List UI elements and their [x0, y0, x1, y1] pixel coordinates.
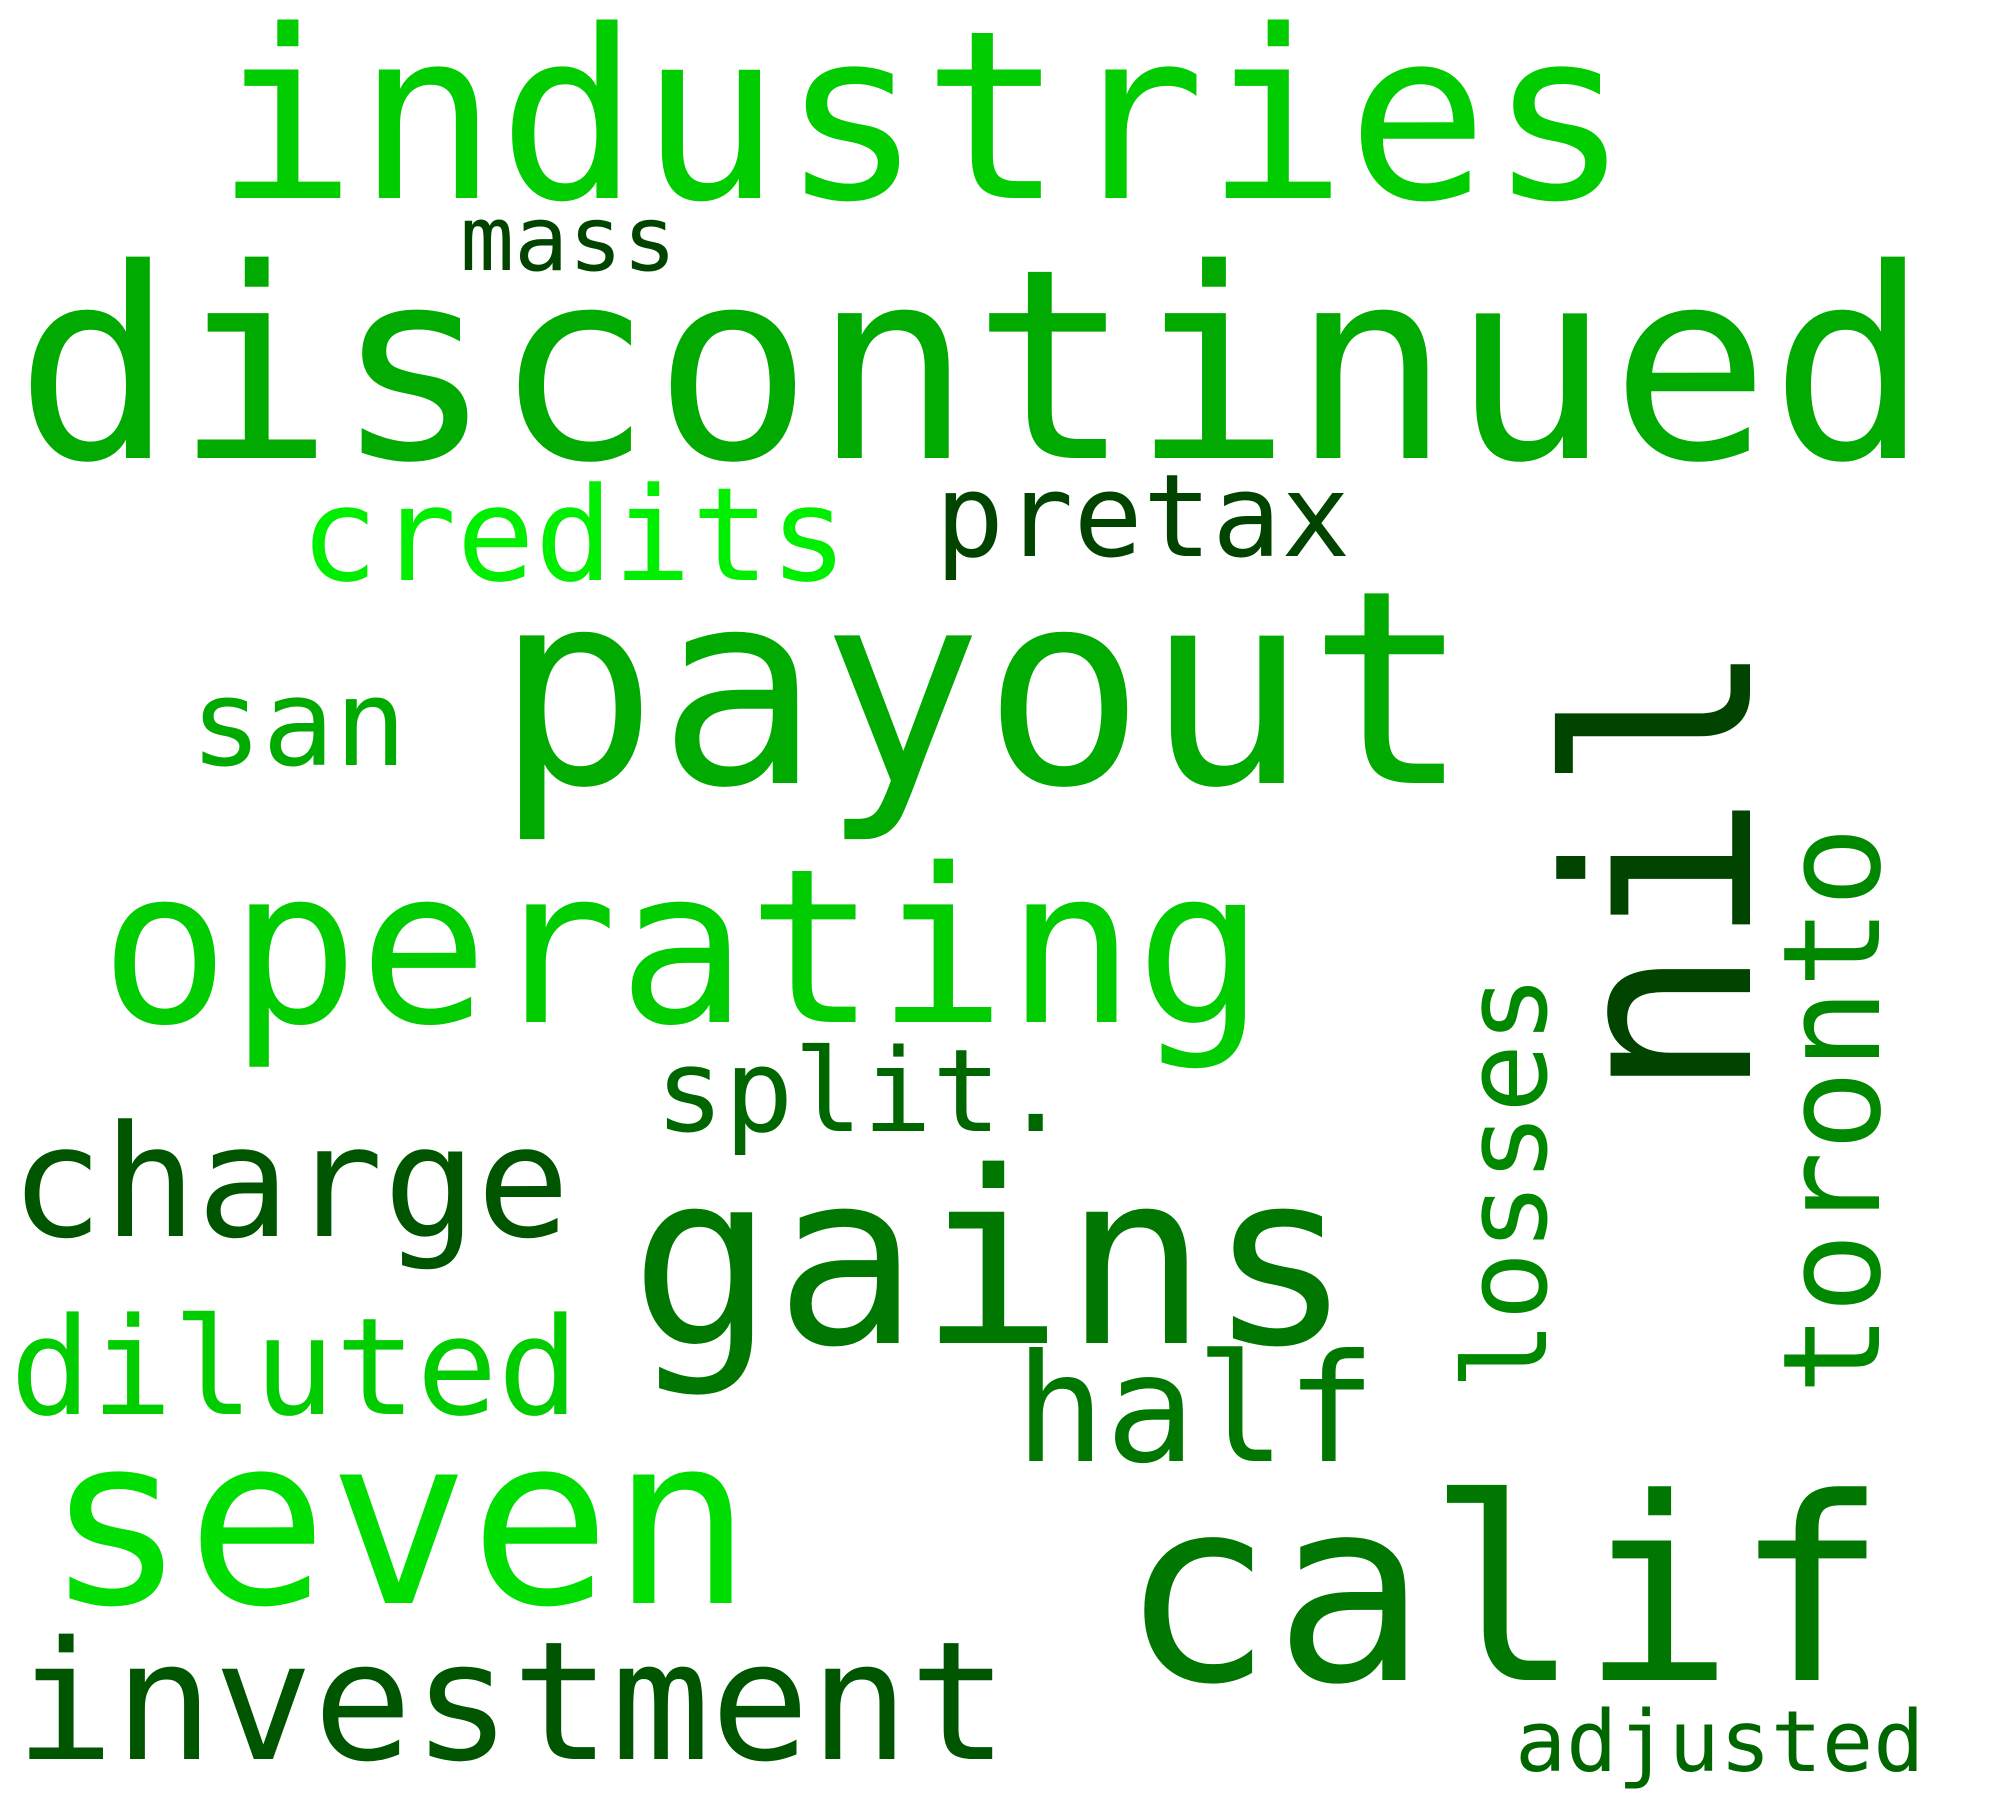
word-san: san — [190, 655, 407, 794]
word-adjusted: adjusted — [1515, 1693, 1925, 1792]
word-mass: mass — [460, 187, 677, 292]
word-diluted: diluted — [10, 1289, 579, 1446]
word-industries: industries — [215, 0, 1630, 254]
word-credits: credits — [300, 459, 848, 611]
word-payout: payout — [495, 532, 1471, 847]
word-operating: operating — [100, 822, 1265, 1073]
word-calif: calif — [1120, 1444, 1888, 1741]
word-seven: seven — [45, 1386, 753, 1659]
word-split: split. — [655, 1025, 1071, 1159]
word-gains: gains — [630, 1120, 1353, 1400]
word-toronto: toronto — [1754, 826, 1911, 1395]
word-pretax: pretax — [935, 450, 1351, 584]
word-investment: investment — [15, 1606, 1009, 1798]
word-losses: losses — [1440, 974, 1574, 1390]
word-charge: charge — [10, 1092, 570, 1273]
word-half: half — [1015, 1323, 1377, 1497]
word-discontinued: discontinued — [15, 213, 1930, 521]
